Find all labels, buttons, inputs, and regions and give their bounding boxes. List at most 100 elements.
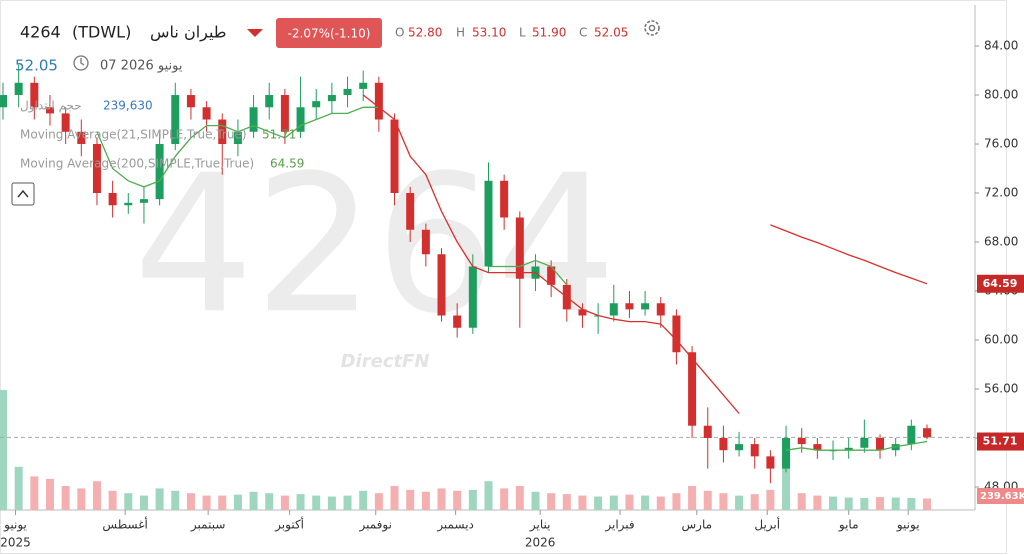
candle-body (406, 193, 415, 230)
ohlc-key: O (395, 26, 404, 40)
symbol-dropdown[interactable] (247, 29, 263, 37)
candle-body (923, 428, 931, 438)
volume-bar (641, 495, 650, 510)
volume-bar (202, 495, 211, 510)
volume-bar (766, 489, 775, 510)
volume-bar (61, 486, 70, 510)
candle-body (813, 444, 822, 451)
volume-bar (703, 490, 712, 510)
volume-bar (108, 490, 117, 510)
x-year-label: 2025 (0, 536, 31, 550)
candle-body (280, 95, 289, 132)
ohlc-value: 51.90 (532, 26, 566, 40)
x-tick-label: يناير (529, 518, 551, 533)
ma-tag-bg (977, 274, 1024, 293)
volume-bar (468, 489, 477, 510)
volume-bar (155, 488, 164, 510)
volume-bar (280, 495, 289, 510)
volume-bar (92, 481, 101, 510)
volume-bar (876, 497, 885, 510)
volume-bar (77, 488, 86, 510)
candle-body (703, 425, 712, 438)
volume-bar (594, 496, 603, 510)
candle-body (547, 266, 556, 285)
candle-body (155, 144, 164, 200)
watermark-symbol: 4264 (133, 134, 617, 355)
volume-bar (719, 493, 728, 510)
volume-tag-label: 239.63K (980, 491, 1024, 502)
volume-bar (390, 486, 399, 510)
volume-bar (735, 495, 744, 510)
ma-line (96, 106, 928, 451)
x-tick-label: مايو (838, 518, 859, 533)
x-tick-label: أغسطس (102, 517, 147, 533)
settings-icon[interactable] (644, 20, 660, 36)
volume-bar (609, 495, 618, 510)
candle-body (672, 315, 681, 353)
x-tick-label: مارس (682, 518, 713, 533)
volume-bar (421, 491, 430, 510)
legend-name: حجم التداول (20, 99, 82, 114)
y-tick-label: 76.00 (984, 137, 1018, 151)
candle-body (688, 352, 697, 426)
ohlc-value: 52.05 (594, 26, 628, 40)
candle-body (500, 180, 509, 218)
legend-value: 51.71 (262, 128, 296, 142)
candle-body (390, 119, 399, 194)
candle-body (265, 95, 274, 108)
candle-body (782, 437, 791, 469)
ohlc-key: L (519, 26, 526, 40)
volume-bar (374, 493, 383, 510)
ohlc-value: 53.10 (472, 26, 506, 40)
candle-body (327, 95, 336, 102)
candle-body (437, 254, 446, 316)
legend-name: Moving Average(21,SIMPLE,True,True) (20, 128, 247, 142)
candle-body (218, 119, 227, 145)
collapse-button[interactable] (11, 182, 35, 206)
x-tick-label: نوفمبر (358, 518, 391, 533)
volume-bar (907, 498, 916, 510)
candle-body (453, 315, 462, 328)
candle-body (719, 437, 728, 451)
legend-name: Moving Average(200,SIMPLE,True,True) (20, 157, 254, 171)
exchange: (TDWL) (72, 23, 131, 42)
y-tick-label: 56.00 (984, 381, 1018, 395)
volume-bar (0, 390, 7, 510)
candle-body (844, 447, 853, 451)
candle-body (374, 82, 383, 120)
volume-bar (437, 488, 446, 510)
candle-body (202, 107, 211, 120)
volume-bar (531, 491, 540, 510)
candle-body (30, 82, 39, 108)
ohlc-value: 52.80 (408, 26, 442, 40)
company-name: طيران ناس (150, 23, 227, 43)
candle-body (876, 437, 885, 451)
volume-bar (453, 490, 462, 510)
candle-body (45, 107, 54, 114)
legend-value: 64.59 (270, 157, 304, 171)
ohlc-key: C (579, 26, 587, 40)
candle-body (92, 144, 101, 194)
volume-bar (139, 495, 148, 510)
volume-bar (296, 494, 305, 510)
candle-body (484, 180, 493, 267)
candle-body (797, 437, 806, 445)
y-tick-label: 80.00 (984, 88, 1018, 102)
volume-bar (672, 493, 681, 510)
candle-body (249, 107, 258, 132)
volume-bar (547, 493, 556, 510)
x-tick-label: يونيو (3, 518, 27, 533)
x-tick-label: ديسمبر (436, 518, 474, 533)
change-badge (276, 18, 382, 48)
volume-bar (844, 497, 853, 510)
candle-body (139, 199, 148, 203)
volume-bar (218, 495, 227, 510)
volume-bar (656, 496, 665, 510)
candle-body (735, 444, 744, 451)
volume-bar (782, 457, 791, 510)
header: 4264 (TDWL) طيران ناس -2.07%(-1.10) O 52… (11, 18, 660, 206)
volume-bar (343, 495, 352, 510)
clock-icon (73, 55, 89, 71)
candle-body (468, 266, 477, 328)
